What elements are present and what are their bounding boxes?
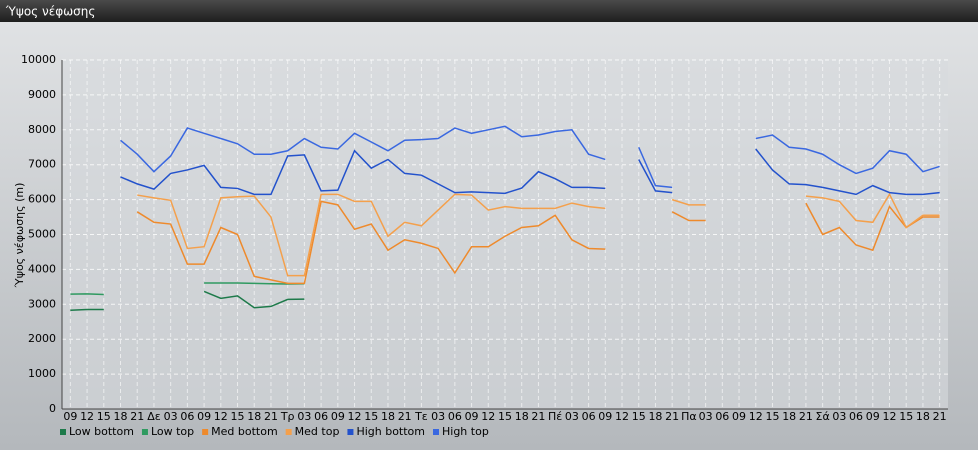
x-tick-label: 15 — [364, 410, 378, 423]
y-tick-label: 10000 — [21, 53, 56, 66]
legend-swatch — [202, 429, 209, 435]
x-tick-label: 06 — [448, 410, 462, 423]
x-tick-label: 03 — [832, 410, 846, 423]
y-tick-label: 7000 — [28, 158, 56, 171]
x-tick-label: 09 — [866, 410, 880, 423]
x-tick-label: 09 — [197, 410, 211, 423]
y-tick-label: 4000 — [28, 262, 56, 275]
x-tick-label: 18 — [916, 410, 930, 423]
series-line — [70, 290, 305, 311]
legend-label: High bottom — [356, 425, 425, 438]
x-tick-label: 15 — [231, 410, 245, 423]
x-tick-label: 15 — [899, 410, 913, 423]
x-tick-label: 18 — [782, 410, 796, 423]
x-tick-label: 03 — [565, 410, 579, 423]
x-tick-label: 12 — [481, 410, 495, 423]
x-tick-label: 12 — [80, 410, 94, 423]
y-tick-label: 5000 — [28, 228, 56, 241]
legend-swatch — [347, 429, 354, 435]
x-tick-label: 06 — [849, 410, 863, 423]
x-tick-label: 09 — [598, 410, 612, 423]
title-bar — [0, 0, 978, 22]
legend-swatch — [433, 429, 439, 435]
x-tick-label: 03 — [164, 410, 178, 423]
x-tick-label: 21 — [665, 410, 679, 423]
x-tick-label: 21 — [531, 410, 545, 423]
x-tick-label: 12 — [348, 410, 362, 423]
x-tick-label: 12 — [615, 410, 629, 423]
legend-label: Low top — [151, 425, 194, 438]
y-tick-label: 9000 — [28, 88, 56, 101]
x-tick-label: 03 — [297, 410, 311, 423]
x-tick-label: 12 — [749, 410, 763, 423]
x-tick-label: 21 — [398, 410, 412, 423]
legend-label: Med bottom — [211, 425, 278, 438]
x-tick-label: 09 — [732, 410, 746, 423]
chart-title: Ύψος νέφωσης — [5, 5, 95, 19]
legend-label: Low bottom — [69, 425, 134, 438]
x-tick-label: 09 — [63, 410, 77, 423]
x-tick-label: 06 — [314, 410, 328, 423]
x-tick-label: Πέ — [548, 410, 562, 423]
x-tick-label: Τρ — [280, 410, 295, 423]
y-tick-label: 3000 — [28, 297, 56, 310]
x-tick-label: 06 — [180, 410, 194, 423]
x-tick-label: 18 — [515, 410, 529, 423]
series-line — [120, 148, 940, 196]
series-line — [136, 200, 940, 285]
legend-label: Med top — [295, 425, 340, 438]
x-tick-label: 09 — [331, 410, 345, 423]
x-tick-label: 15 — [765, 410, 779, 423]
x-tick-label: Σά — [816, 410, 830, 423]
x-tick-label: 21 — [799, 410, 813, 423]
x-tick-label: 21 — [264, 410, 278, 423]
x-tick-label: 09 — [465, 410, 479, 423]
series-line — [137, 192, 940, 277]
x-tick-label: 12 — [882, 410, 896, 423]
x-tick-label: 18 — [648, 410, 662, 423]
x-tick-label: 15 — [498, 410, 512, 423]
x-tick-label: 03 — [699, 410, 713, 423]
x-tick-label: 06 — [582, 410, 596, 423]
legend-swatch — [60, 429, 66, 435]
legend-swatch — [285, 429, 292, 435]
series-line — [120, 125, 940, 189]
y-tick-label: 1000 — [28, 367, 56, 380]
x-tick-label: Δε — [147, 410, 161, 423]
x-tick-label: 03 — [431, 410, 445, 423]
x-tick-label: 21 — [130, 410, 144, 423]
x-tick-label: 18 — [381, 410, 395, 423]
y-tick-label: 8000 — [28, 123, 56, 136]
x-tick-label: 15 — [97, 410, 111, 423]
x-tick-label: 15 — [632, 410, 646, 423]
y-tick-label: 0 — [49, 402, 56, 415]
y-tick-label: 6000 — [28, 193, 56, 206]
x-tick-label: Τε — [414, 410, 428, 423]
legend-label: High top — [442, 425, 489, 438]
x-tick-label: 06 — [715, 410, 729, 423]
y-tick-label: 2000 — [28, 332, 56, 345]
x-tick-label: 18 — [247, 410, 261, 423]
x-tick-label: 12 — [214, 410, 228, 423]
y-axis-label: Ύψος νέφωσης (m) — [13, 183, 26, 289]
legend-swatch — [141, 429, 148, 435]
x-tick-label: 18 — [114, 410, 128, 423]
x-tick-label: Πα — [681, 410, 697, 423]
x-tick-label: 21 — [933, 410, 947, 423]
